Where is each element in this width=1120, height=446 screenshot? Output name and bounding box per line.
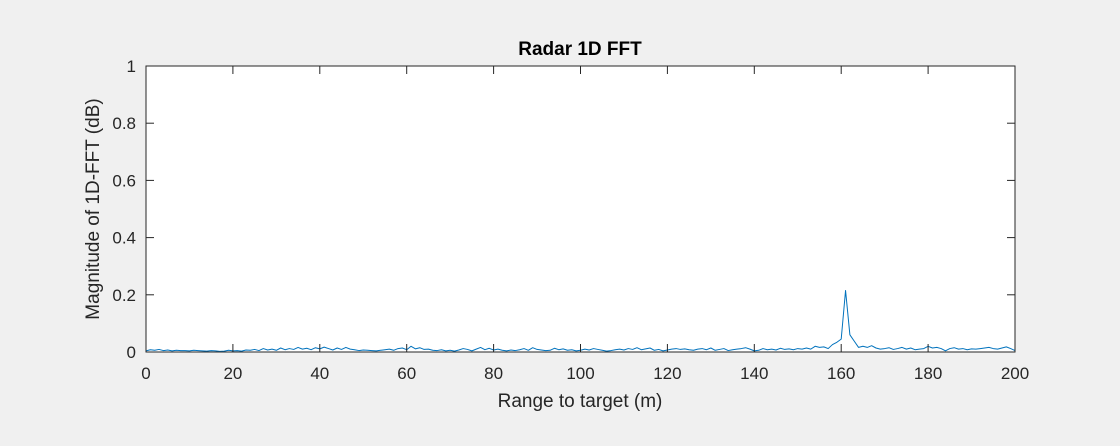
y-tick-label: 1 bbox=[127, 57, 136, 76]
x-tick-label: 140 bbox=[740, 364, 768, 383]
x-tick-label: 20 bbox=[223, 364, 242, 383]
x-tick-label: 0 bbox=[141, 364, 150, 383]
x-tick-label: 200 bbox=[1001, 364, 1029, 383]
plot-area bbox=[146, 66, 1015, 352]
axis-ticks: 0 20 40 60 80 100 120 140 160 180 200 0 0.2 0.4 0.6 0.8… bbox=[112, 57, 1029, 383]
x-tick-label: 80 bbox=[484, 364, 503, 383]
x-tick-label: 60 bbox=[397, 364, 416, 383]
y-tick-label: 0.2 bbox=[112, 286, 136, 305]
chart-title: Radar 1D FFT bbox=[518, 39, 642, 60]
x-tick-label: 100 bbox=[566, 364, 594, 383]
x-tick-label: 120 bbox=[653, 364, 681, 383]
x-tick-label: 40 bbox=[310, 364, 329, 383]
x-tick-label: 180 bbox=[914, 364, 942, 383]
y-tick-label: 0.8 bbox=[112, 114, 136, 133]
y-tick-label: 0.4 bbox=[112, 229, 136, 248]
x-axis-label: Range to target (m) bbox=[498, 391, 663, 412]
y-axis-label: Magnitude of 1D-FFT (dB) bbox=[83, 98, 104, 319]
y-tick-label: 0 bbox=[127, 343, 136, 362]
x-tick-label: 160 bbox=[827, 364, 855, 383]
y-tick-label: 0.6 bbox=[112, 171, 136, 190]
